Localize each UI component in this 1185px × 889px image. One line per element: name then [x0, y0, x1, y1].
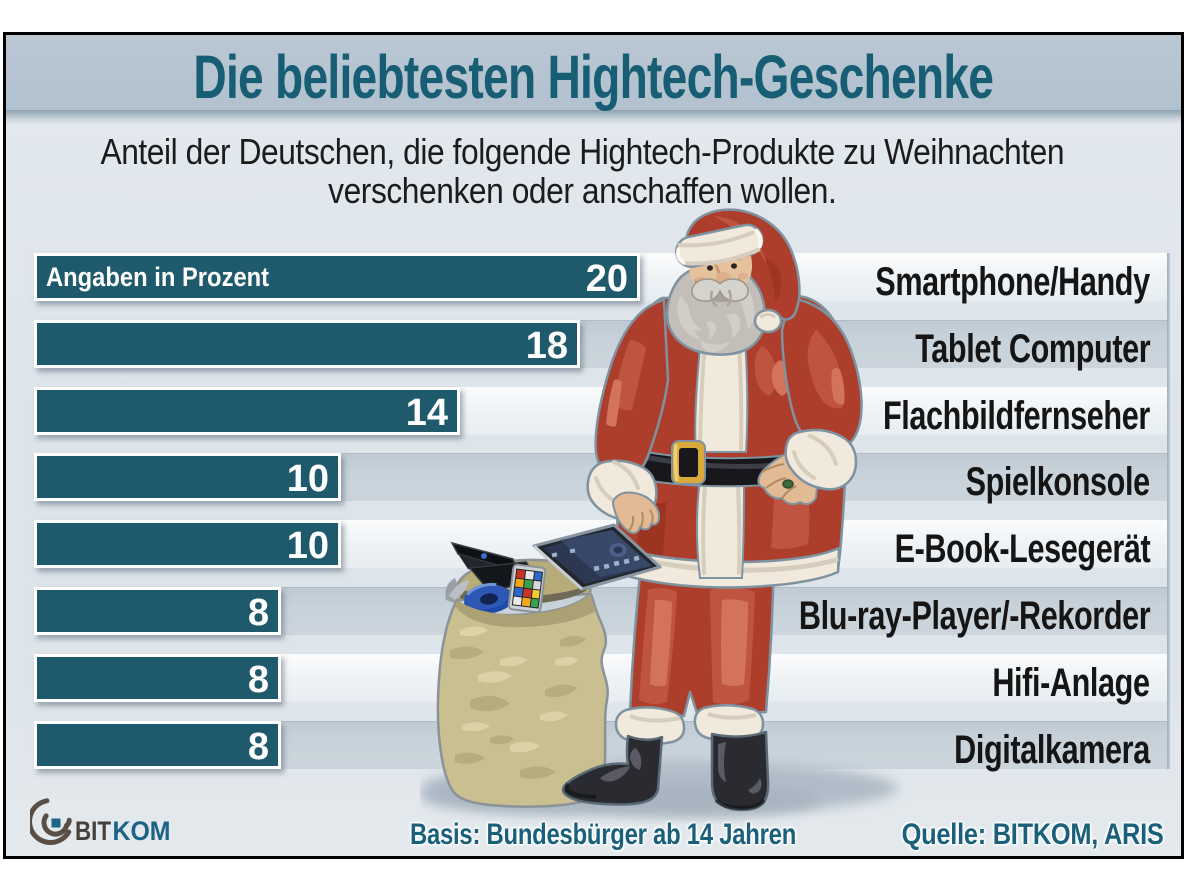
svg-text:BIT: BIT: [75, 816, 111, 846]
svg-text:KOM: KOM: [113, 816, 171, 846]
